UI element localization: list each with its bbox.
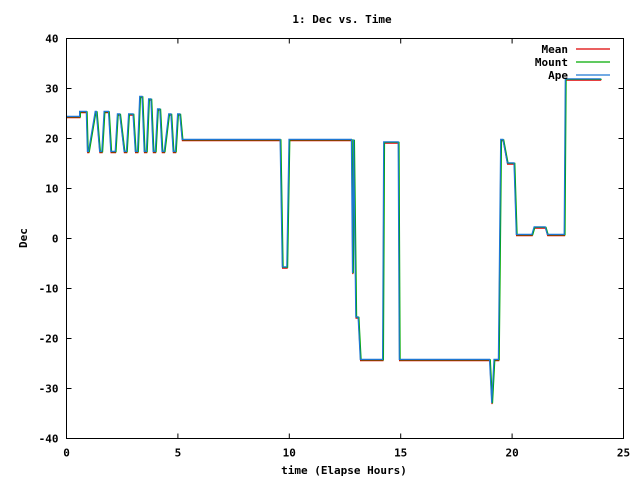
x-tick-label: 10 xyxy=(283,447,296,460)
y-tick-label: -40 xyxy=(39,433,59,446)
y-tick-label: 30 xyxy=(45,83,58,96)
y-tick-label: 40 xyxy=(45,33,58,46)
y-tick-label: 10 xyxy=(45,183,58,196)
legend-label-mean: Mean xyxy=(542,43,569,56)
axes: 0 5 10 15 20 25 -40 -30 -20 -10 0 10 20 30 40 xyxy=(39,33,631,460)
chart-title: 1: Dec vs. Time xyxy=(292,13,392,26)
legend-label-ape: Ape xyxy=(548,69,568,82)
x-tick-label: 5 xyxy=(175,447,182,460)
x-tick-label: 20 xyxy=(505,447,518,460)
series-line-ape xyxy=(66,78,601,403)
legend-label-mount: Mount xyxy=(535,56,568,69)
x-tick-label: 0 xyxy=(63,447,70,460)
y-tick-label: -30 xyxy=(39,383,59,396)
series-line-mean xyxy=(66,79,602,405)
y-tick-label: -20 xyxy=(39,333,59,346)
series-layer xyxy=(66,78,602,405)
x-tick-label: 25 xyxy=(617,447,630,460)
y-tick-label: 20 xyxy=(45,133,58,146)
plot-frame xyxy=(66,38,624,439)
y-axis-label: Dec xyxy=(17,228,30,248)
y-tick-label: -10 xyxy=(39,283,59,296)
x-tick-label: 15 xyxy=(394,447,407,460)
y-tick-label: 0 xyxy=(52,233,59,246)
x-axis-label: time (Elapse Hours) xyxy=(281,464,407,477)
